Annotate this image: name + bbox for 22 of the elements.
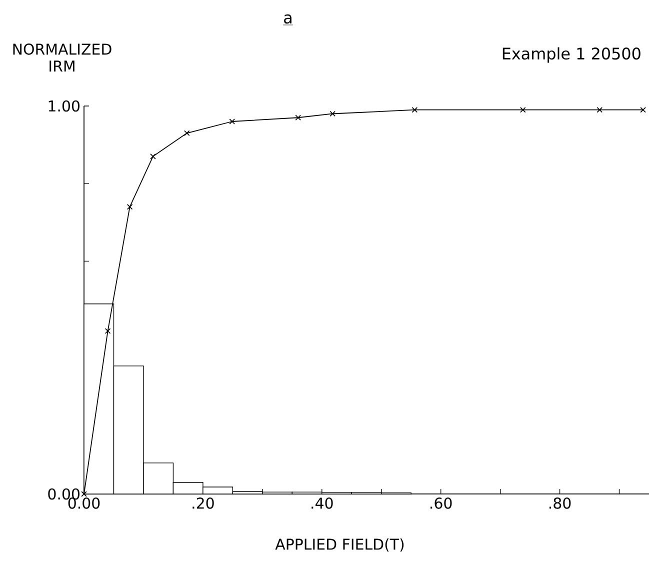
- point: [229, 118, 236, 124]
- point: [520, 106, 526, 113]
- x-tick-label: .40: [312, 498, 333, 509]
- point: [104, 328, 111, 334]
- point: [596, 106, 603, 113]
- point: [412, 106, 418, 113]
- point: [640, 106, 646, 113]
- y-axis-title: NORMALIZED IRM: [13, 44, 112, 72]
- point: [295, 114, 302, 121]
- chart-subtitle: Example 1 20500: [502, 47, 640, 63]
- point: [81, 491, 87, 497]
- chart-title: a: [284, 14, 292, 24]
- point: [126, 204, 133, 210]
- x-tick-label: .20: [192, 498, 214, 509]
- x-axis-title: APPLIED FIELD(T): [275, 538, 404, 552]
- x-tick-label: .80: [550, 498, 571, 509]
- point: [184, 130, 190, 136]
- point: [330, 110, 336, 117]
- x-tick-label: 0.00: [68, 498, 100, 509]
- y-tick-label: 1.00: [48, 100, 80, 112]
- x-tick-label: .60: [430, 498, 452, 509]
- point: [150, 154, 156, 160]
